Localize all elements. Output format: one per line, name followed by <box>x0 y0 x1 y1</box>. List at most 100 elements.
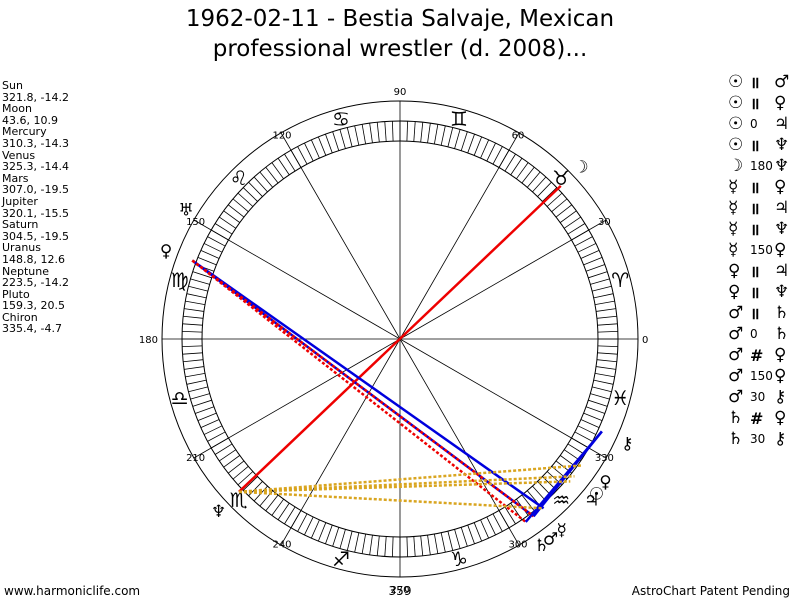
degree-tick <box>546 192 563 207</box>
planet-coords: 320.1, -15.5 <box>2 206 69 220</box>
degree-tick <box>492 146 503 165</box>
aspect-row: ♂ # ♀ <box>728 345 798 366</box>
aspect-planet1-icon: ☉ <box>728 114 744 134</box>
aspect-planet1-icon: ♂ <box>728 366 744 386</box>
aspect-planet1-icon: ♄ <box>728 408 744 428</box>
sign-divider <box>399 132 520 340</box>
aspect-planet2-icon: ♀ <box>774 408 787 428</box>
degree-tick <box>197 256 217 266</box>
degree-tick <box>597 330 618 333</box>
aspect-type: 30 <box>750 432 766 446</box>
degree-tick <box>182 323 203 326</box>
degree-tick <box>339 129 346 149</box>
degree-tick <box>200 419 220 429</box>
aspect-planet2-icon: ♀ <box>774 345 787 365</box>
degree-label: 120 <box>272 131 291 142</box>
degree-tick <box>492 513 503 532</box>
jupiter-icon: ♃ <box>584 490 599 510</box>
degree-label: 210 <box>186 453 205 464</box>
degree-tick <box>203 425 223 435</box>
degree-tick <box>555 204 573 218</box>
aspect-row: ☿ ॥ ♆ <box>728 219 798 240</box>
degree-label: 180 <box>139 335 158 346</box>
degree-tick <box>369 535 373 555</box>
degree-tick <box>551 198 568 213</box>
degree-tick <box>310 519 320 539</box>
degree-tick <box>577 425 597 435</box>
zodiac-sign-icon: ♋ <box>332 107 350 131</box>
aspect-planet2-icon: ♃ <box>774 261 790 281</box>
degree-tick <box>376 122 380 143</box>
degree-tick <box>183 359 204 363</box>
aspect-type: ॥ <box>750 304 760 323</box>
degree-tick <box>577 243 597 253</box>
degree-tick <box>597 345 618 348</box>
degree-tick <box>594 372 615 378</box>
degree-tick <box>427 535 431 555</box>
planet-coords: 43.6, 10.9 <box>2 113 58 127</box>
degree-tick <box>460 131 468 151</box>
aspect-line <box>191 259 535 518</box>
sign-divider <box>193 338 401 459</box>
aspect-row: ♀ ॥ ♆ <box>728 282 798 303</box>
aspect-list: ☉ ॥ ♂ ☉ ॥ ♀ ☉ 0 ♃ ☉ ॥ ♆ ☽ 180 ♆ ☿ ॥ ♀ ☿ ॥ ♃ ☿ ॥ ♆ ☿ 150 ♀ ♀ ॥ ♃ ♀ ॥ ♆ ♂ ॥ ♄… <box>728 72 798 450</box>
aspect-type: 0 <box>750 327 758 341</box>
degree-tick <box>317 136 327 156</box>
degree-tick <box>585 264 605 272</box>
aspect-row: ♀ ॥ ♃ <box>728 261 798 282</box>
degree-tick <box>516 162 529 180</box>
degree-tick <box>596 315 617 319</box>
aspect-row: ☉ ॥ ♆ <box>728 135 798 156</box>
zodiac-sign-icon: ♐ <box>332 547 350 571</box>
degree-tick <box>480 139 490 159</box>
aspect-type: ॥ <box>750 283 760 302</box>
aspect-type: # <box>750 409 764 428</box>
degree-tick <box>588 271 608 279</box>
aspect-planet2-icon: ♂ <box>774 72 790 92</box>
moon-icon: ☽ <box>573 158 588 178</box>
degree-tick <box>391 121 394 142</box>
degree-tick <box>284 506 296 525</box>
degree-tick <box>184 308 204 312</box>
degree-tick <box>182 330 203 333</box>
degree-tick <box>203 243 223 253</box>
aspect-row: ☿ ॥ ♃ <box>728 198 798 219</box>
aspect-row: ☉ 0 ♃ <box>728 114 798 135</box>
degree-tick <box>433 533 439 554</box>
pluto-icon: ♀ <box>160 242 172 262</box>
aspect-planet1-icon: ☿ <box>728 177 739 197</box>
planet-coords: 304.5, -19.5 <box>2 229 69 243</box>
degree-tick <box>420 535 424 556</box>
degree-tick <box>406 121 409 142</box>
degree-tick <box>583 256 603 266</box>
degree-tick <box>182 345 203 348</box>
degree-tick <box>440 125 446 146</box>
degree-label: 240 <box>272 539 291 550</box>
degree-tick <box>597 352 618 355</box>
degree-tick <box>232 465 249 480</box>
aspect-planet2-icon: ♃ <box>774 198 790 218</box>
degree-tick <box>480 519 490 539</box>
aspect-row: ☉ ॥ ♂ <box>728 72 798 93</box>
chart-title-line2: professional wrestler (d. 2008)... <box>212 36 588 62</box>
degree-tick <box>384 536 387 557</box>
degree-tick <box>192 399 212 407</box>
degree-tick <box>473 522 483 542</box>
degree-tick <box>467 134 475 154</box>
degree-tick <box>188 386 208 393</box>
footer-copyright: AstroChart Patent Pending <box>631 584 790 598</box>
degree-tick <box>259 171 274 188</box>
degree-tick <box>486 516 496 536</box>
aspect-line <box>238 184 562 493</box>
degree-tick <box>265 494 279 512</box>
degree-tick <box>207 431 226 442</box>
degree-tick <box>223 455 241 468</box>
aspect-planet2-icon: ♃ <box>774 114 790 134</box>
degree-tick <box>248 181 263 197</box>
aspect-planet2-icon: ♄ <box>774 303 790 323</box>
degree-tick <box>567 223 586 235</box>
aspect-type: ॥ <box>750 136 760 155</box>
degree-tick <box>369 123 373 143</box>
aspect-planet2-icon: ⚷ <box>774 429 787 449</box>
degree-tick <box>354 532 360 553</box>
